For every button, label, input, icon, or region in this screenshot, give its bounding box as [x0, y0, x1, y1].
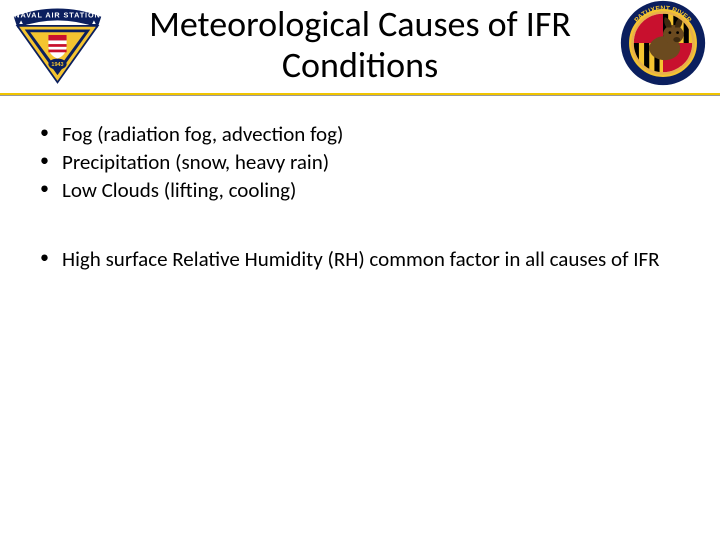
bullet-gap: [34, 205, 686, 245]
sar-dogs-icon: PATUXENT RIVER SAR DOGS: [620, 0, 706, 86]
bullet-item: Fog (radiation fog, advection fog): [34, 120, 686, 148]
slide-body: Fog (radiation fog, advection fog) Preci…: [0, 96, 720, 273]
nas-year-text: 1943: [51, 62, 63, 68]
bullet-group-1: Fog (radiation fog, advection fog) Preci…: [34, 120, 686, 205]
bullet-item: High surface Relative Humidity (RH) comm…: [34, 245, 686, 273]
slide-header: NAVAL AIR STATION 1943: [0, 0, 720, 96]
nas-banner-text: NAVAL AIR STATION: [14, 11, 100, 20]
title-line-1: Meteorological Causes of IFR: [149, 2, 571, 46]
nas-badge-icon: NAVAL AIR STATION 1943: [10, 4, 105, 86]
naval-air-station-logo: NAVAL AIR STATION 1943: [10, 4, 105, 86]
slide-title: Meteorological Causes of IFR Conditions: [0, 4, 720, 87]
bullet-item: Precipitation (snow, heavy rain): [34, 148, 686, 176]
bullet-item: Low Clouds (lifting, cooling): [34, 176, 686, 204]
bullet-group-2: High surface Relative Humidity (RH) comm…: [34, 245, 686, 273]
sar-dogs-logo: PATUXENT RIVER SAR DOGS: [620, 0, 706, 86]
title-line-2: Conditions: [282, 43, 438, 87]
title-divider: [0, 93, 720, 96]
